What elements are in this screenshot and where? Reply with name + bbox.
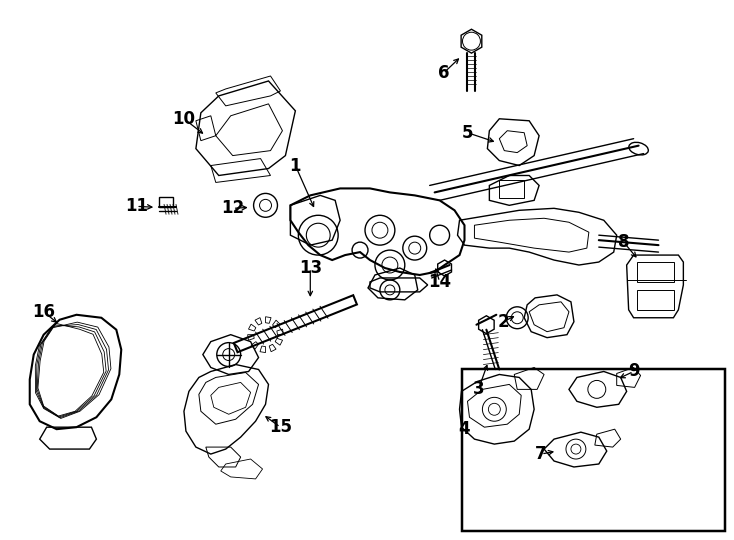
- Text: 11: 11: [125, 197, 148, 215]
- Text: 1: 1: [290, 157, 301, 174]
- Bar: [462, 369, 725, 531]
- Text: 3: 3: [473, 380, 484, 399]
- Text: 8: 8: [618, 233, 630, 251]
- Text: 13: 13: [299, 259, 321, 277]
- Text: 15: 15: [269, 418, 292, 436]
- Text: 5: 5: [462, 124, 473, 141]
- Text: 6: 6: [438, 64, 449, 82]
- Text: 4: 4: [459, 420, 470, 438]
- Text: 16: 16: [32, 303, 55, 321]
- Bar: [636, 290, 675, 310]
- Text: 14: 14: [428, 273, 451, 291]
- Text: 12: 12: [221, 199, 244, 217]
- Text: 7: 7: [535, 445, 547, 463]
- Bar: [159, 198, 173, 207]
- Text: 9: 9: [628, 362, 639, 381]
- Text: 2: 2: [498, 313, 509, 330]
- Text: 10: 10: [172, 110, 195, 128]
- Bar: [499, 180, 524, 198]
- Bar: [636, 262, 675, 282]
